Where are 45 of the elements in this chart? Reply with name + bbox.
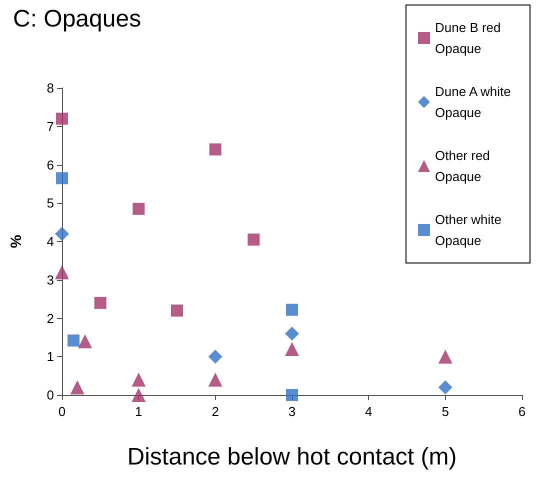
point [438, 380, 452, 394]
legend-label: Other white Opaque [435, 212, 506, 248]
y-tick-label: 2 [46, 310, 54, 326]
point [55, 226, 69, 241]
point [56, 112, 68, 125]
y-tick-label: 1 [46, 349, 54, 364]
x-tick-label: 4 [365, 404, 372, 419]
point [56, 172, 68, 184]
point [55, 265, 69, 280]
point [132, 372, 146, 387]
point [94, 296, 106, 309]
point [285, 326, 299, 341]
y-tick-label: 4 [46, 234, 54, 249]
point [209, 143, 222, 156]
point [70, 380, 84, 394]
point [132, 202, 145, 215]
point [285, 342, 299, 356]
y-tick-label: 6 [46, 157, 54, 172]
y-tick-label: 3 [46, 272, 54, 288]
point [68, 334, 80, 347]
point [171, 304, 183, 317]
legend-label: Dune A white Opaque [435, 84, 514, 120]
y-tick-label: 8 [46, 80, 54, 96]
point [132, 388, 146, 402]
y-tick-label: 5 [46, 196, 54, 211]
point [78, 334, 92, 348]
y-axis-title: % [8, 234, 25, 248]
x-tick-label: 3 [288, 404, 296, 419]
point [208, 372, 222, 387]
x-tick-label: 6 [518, 404, 526, 419]
chart-title: C: Opaques [13, 6, 142, 32]
point [286, 304, 298, 316]
point [248, 234, 260, 246]
x-axis-title: Distance below hot contact (m) [127, 444, 457, 470]
legend-label: Dune B red Opaque [435, 20, 504, 56]
x-tick-label: 2 [212, 404, 219, 419]
point [208, 350, 222, 364]
x-tick-label: 0 [58, 404, 66, 419]
legend-label: Other red Opaque [435, 148, 494, 184]
y-tick-label: 0 [46, 388, 54, 402]
x-tick-label: 5 [442, 404, 449, 419]
x-tick-label: 1 [135, 404, 142, 419]
y-tick-label: 7 [46, 118, 54, 134]
point [286, 389, 298, 401]
point [438, 350, 452, 364]
